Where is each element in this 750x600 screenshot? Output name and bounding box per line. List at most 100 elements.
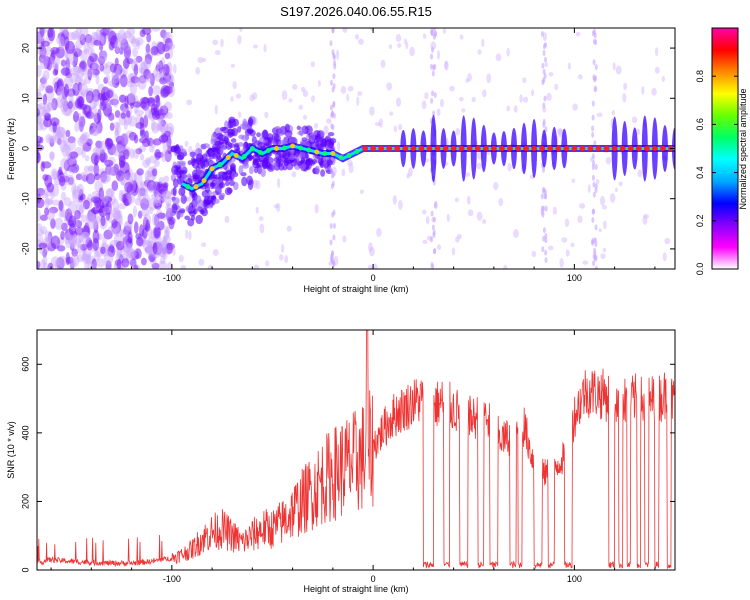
- noise-blob-faint: [503, 264, 508, 269]
- noise-blob: [147, 227, 153, 239]
- noise-blob-faint: [482, 219, 487, 224]
- noise-blob: [145, 157, 151, 166]
- vertical-streak-blob: [594, 75, 598, 82]
- noise-blob: [148, 155, 157, 164]
- noise-blob: [135, 236, 144, 247]
- noise-blob: [46, 101, 52, 113]
- noise-blob-faint: [249, 94, 255, 102]
- ridge-peak: [241, 154, 247, 160]
- noise-blob-faint: [386, 82, 393, 91]
- noise-blob: [73, 111, 80, 123]
- noise-blob: [60, 32, 66, 47]
- noise-blob-faint: [493, 182, 499, 191]
- ridge-peak: [354, 149, 360, 155]
- noise-blob: [137, 190, 146, 204]
- noise-blob: [163, 190, 172, 200]
- snr-frame: [36, 329, 676, 571]
- transition-blob: [278, 163, 285, 171]
- noise-blob-faint: [298, 104, 303, 110]
- colorbar: [711, 27, 739, 270]
- snr-y-tick-label: 0: [20, 567, 30, 572]
- noise-blob: [95, 125, 101, 135]
- noise-blob: [149, 145, 155, 153]
- noise-blob: [74, 226, 85, 236]
- noise-blob: [137, 210, 143, 219]
- noise-blob: [160, 29, 167, 39]
- noise-blob: [105, 201, 112, 215]
- noise-blob: [86, 239, 93, 251]
- noise-blob: [127, 213, 134, 225]
- noise-blob-faint: [552, 206, 557, 215]
- noise-blob: [95, 140, 103, 149]
- vertical-streak-blob: [430, 53, 434, 60]
- noise-blob: [133, 106, 139, 114]
- noise-blob: [105, 260, 112, 269]
- noise-blob-faint: [220, 38, 224, 48]
- transition-blob: [171, 203, 178, 214]
- transition-blob: [320, 169, 326, 177]
- noise-blob: [37, 229, 45, 236]
- noise-blob: [49, 136, 57, 144]
- vertical-streak-blob: [542, 102, 546, 109]
- noise-blob: [113, 78, 120, 86]
- vertical-streak-blob: [592, 260, 596, 267]
- colorbar-tick-label: 0.2: [695, 215, 705, 228]
- ridge-peak: [555, 146, 562, 151]
- noise-blob: [153, 159, 160, 167]
- noise-blob: [55, 95, 66, 108]
- noise-blob: [149, 72, 155, 87]
- noise-blob-faint: [368, 264, 373, 269]
- noise-blob: [166, 261, 173, 269]
- noise-blob: [52, 170, 58, 180]
- noise-blob: [68, 166, 77, 174]
- snr-x-tick-label: 0: [371, 574, 376, 584]
- noise-blob-faint: [513, 105, 518, 113]
- noise-blob-faint: [436, 49, 441, 60]
- noise-blob-faint: [603, 220, 607, 230]
- ridge-peak: [466, 146, 473, 151]
- noise-blob-faint: [354, 33, 360, 40]
- noise-blob: [112, 210, 122, 221]
- noise-blob-faint: [356, 96, 360, 107]
- noise-blob: [47, 262, 54, 269]
- noise-blob: [47, 28, 56, 42]
- noise-blob: [164, 225, 169, 234]
- transition-blob: [322, 161, 328, 168]
- ridge-peak: [338, 155, 344, 161]
- vertical-streak-blob: [543, 95, 547, 102]
- transition-blob: [300, 157, 306, 164]
- noise-blob: [91, 214, 101, 225]
- noise-blob: [151, 193, 159, 200]
- noise-blob-faint: [172, 63, 177, 74]
- noise-blob-faint: [614, 187, 619, 193]
- noise-blob-faint: [398, 199, 403, 210]
- noise-blob: [158, 176, 164, 185]
- noise-blob-faint: [376, 227, 382, 237]
- ridge-peak: [651, 146, 658, 151]
- transition-blob: [289, 154, 296, 160]
- noise-blob: [63, 83, 70, 98]
- noise-blob: [37, 108, 41, 117]
- noise-blob: [82, 199, 90, 210]
- noise-blob: [123, 113, 133, 126]
- noise-blob: [95, 28, 102, 38]
- noise-blob: [37, 223, 43, 231]
- noise-blob: [138, 67, 144, 75]
- noise-blob: [96, 33, 104, 42]
- noise-blob: [72, 185, 82, 199]
- noise-blob: [162, 85, 173, 95]
- noise-blob: [147, 240, 152, 253]
- noise-blob-faint: [405, 41, 409, 50]
- noise-blob-faint: [544, 62, 548, 68]
- noise-blob-faint: [546, 92, 552, 101]
- noise-blob-faint: [235, 93, 242, 99]
- colorbar-ticks: 0.0 0.2 0.4 0.6 0.8: [695, 70, 738, 275]
- noise-blob: [109, 122, 115, 131]
- transition-blob: [172, 197, 180, 205]
- noise-blob: [145, 246, 151, 253]
- transition-blob: [224, 187, 232, 196]
- ridge-peak: [563, 146, 570, 151]
- noise-blob-faint: [598, 228, 602, 233]
- ridge-peak: [265, 148, 271, 154]
- noise-blob: [79, 134, 87, 144]
